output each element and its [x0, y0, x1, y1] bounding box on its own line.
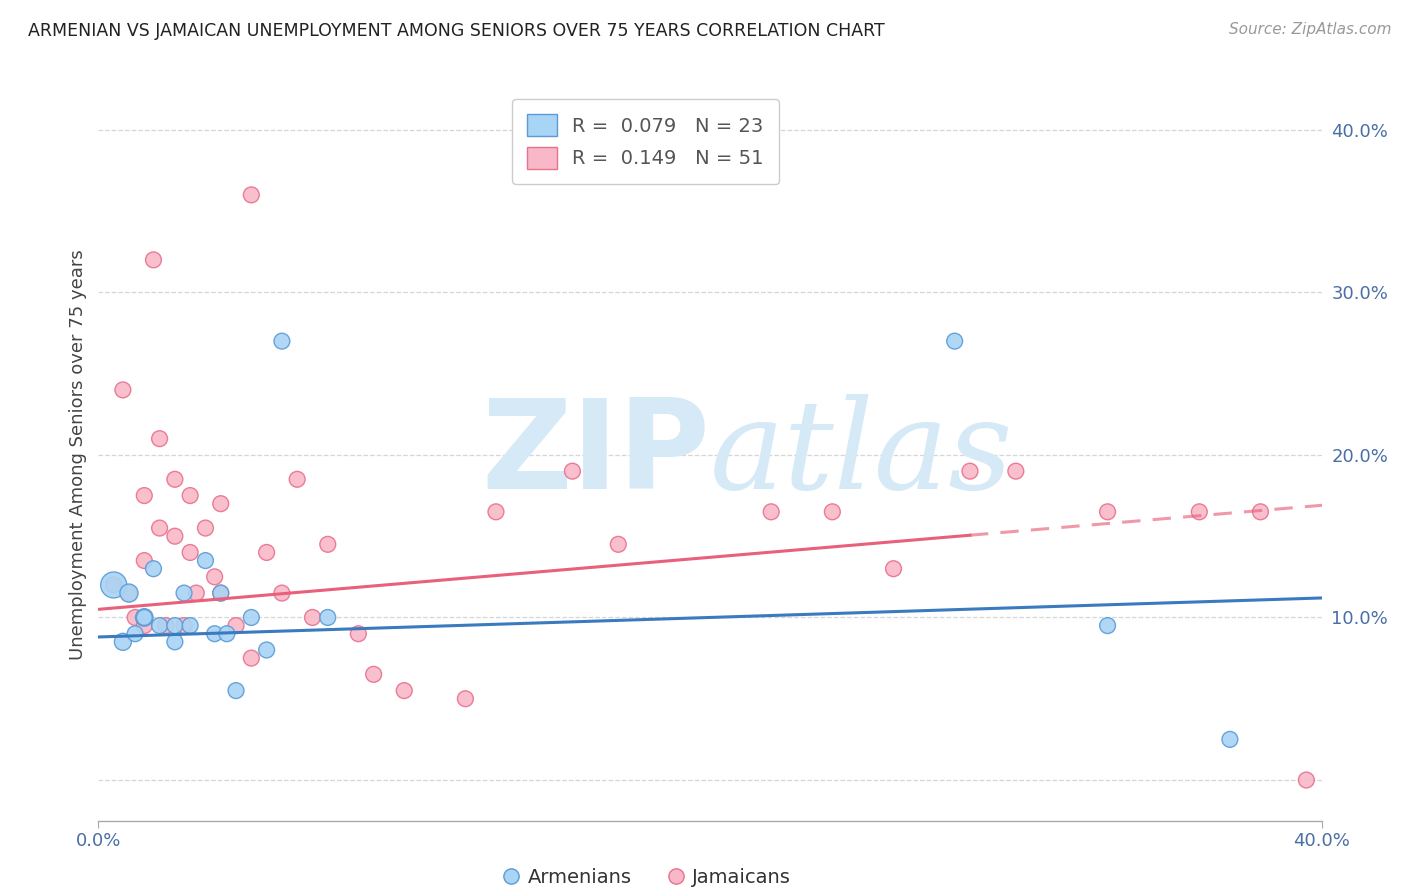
Point [347, 626, 370, 640]
Point [204, 626, 226, 640]
Point [149, 432, 172, 446]
Point [1249, 505, 1271, 519]
Point [103, 578, 125, 592]
Point [270, 586, 292, 600]
Point [194, 521, 217, 535]
Point [301, 610, 323, 624]
Point [118, 586, 141, 600]
Point [225, 618, 247, 632]
Point [204, 570, 226, 584]
Point [1097, 618, 1119, 632]
Point [240, 187, 263, 202]
Point [163, 472, 186, 486]
Point [485, 505, 508, 519]
Point [111, 383, 134, 397]
Point [155, 618, 177, 632]
Y-axis label: Unemployment Among Seniors over 75 years: Unemployment Among Seniors over 75 years [69, 250, 87, 660]
Point [316, 537, 339, 551]
Point [209, 497, 232, 511]
Point [561, 464, 583, 478]
Point [173, 618, 195, 632]
Point [821, 505, 844, 519]
Point [186, 586, 208, 600]
Point [124, 610, 146, 624]
Point [256, 545, 278, 559]
Point [179, 489, 201, 503]
Point [363, 667, 385, 681]
Point [134, 553, 156, 567]
Point [149, 521, 172, 535]
Point [118, 586, 141, 600]
Point [1219, 732, 1241, 747]
Point [149, 618, 172, 632]
Point [142, 562, 165, 576]
Point [163, 618, 186, 632]
Legend: Armenians, Jamaicans: Armenians, Jamaicans [499, 861, 799, 892]
Point [173, 586, 195, 600]
Point [124, 626, 146, 640]
Point [240, 610, 263, 624]
Text: atlas: atlas [710, 394, 1014, 516]
Point [454, 691, 477, 706]
Point [142, 252, 165, 267]
Point [759, 505, 782, 519]
Point [959, 464, 981, 478]
Point [134, 610, 156, 624]
Point [883, 562, 905, 576]
Point [209, 586, 232, 600]
Point [607, 537, 630, 551]
Text: ARMENIAN VS JAMAICAN UNEMPLOYMENT AMONG SENIORS OVER 75 YEARS CORRELATION CHART: ARMENIAN VS JAMAICAN UNEMPLOYMENT AMONG … [28, 22, 884, 40]
Text: ZIP: ZIP [481, 394, 710, 516]
Point [943, 334, 966, 348]
Point [215, 626, 238, 640]
Point [225, 683, 247, 698]
Point [256, 643, 278, 657]
Point [209, 586, 232, 600]
Point [1004, 464, 1026, 478]
Point [270, 334, 292, 348]
Point [240, 651, 263, 665]
Point [179, 545, 201, 559]
Point [1188, 505, 1211, 519]
Point [316, 610, 339, 624]
Point [179, 618, 201, 632]
Point [194, 553, 217, 567]
Point [1295, 772, 1317, 787]
Point [1097, 505, 1119, 519]
Point [392, 683, 416, 698]
Point [134, 618, 156, 632]
Point [163, 529, 186, 543]
Text: Source: ZipAtlas.com: Source: ZipAtlas.com [1229, 22, 1392, 37]
Point [103, 578, 125, 592]
Point [111, 635, 134, 649]
Point [285, 472, 308, 486]
Point [134, 610, 156, 624]
Point [134, 489, 156, 503]
Point [163, 635, 186, 649]
